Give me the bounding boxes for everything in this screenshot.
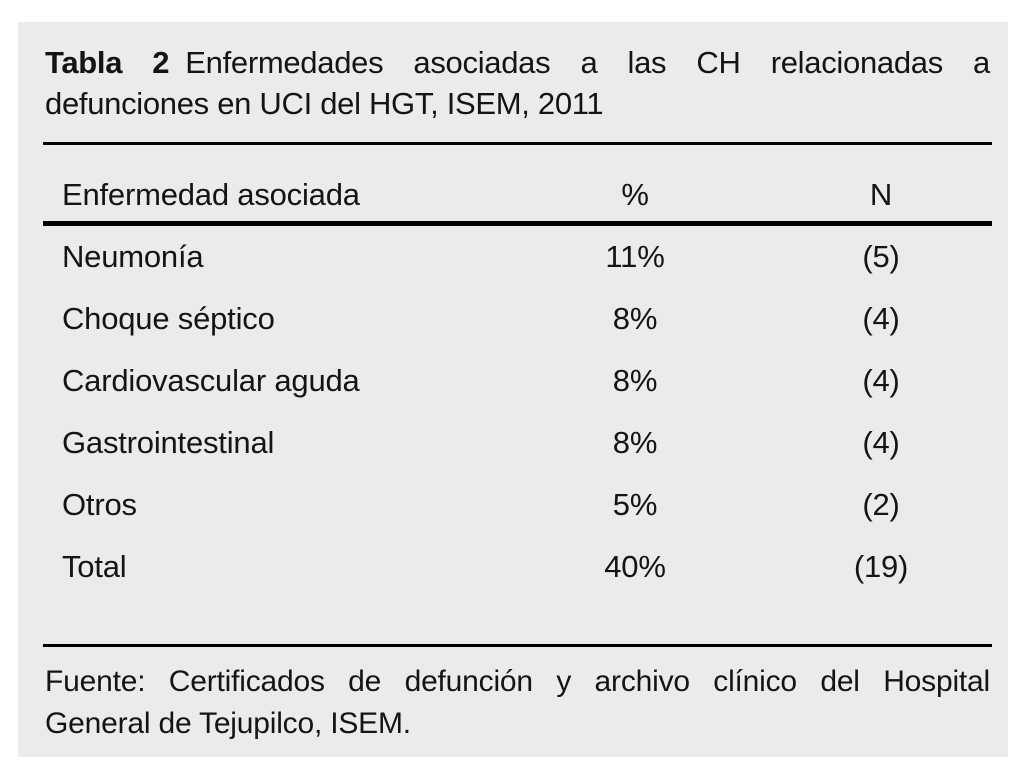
table-body: Neumonía 11% (5) Choque séptico 8% (4) C…	[45, 226, 990, 598]
row-count-value: (19)	[853, 549, 909, 584]
divider-under-caption	[43, 142, 992, 145]
row-percent-value: 8%	[612, 301, 658, 336]
row-disease-name: Gastrointestinal	[62, 425, 275, 460]
source-note-line2: General de Tejupilco, ISEM.	[45, 707, 411, 740]
row-percent-value: 5%	[612, 487, 658, 522]
table-row: Total 40% (19)	[45, 536, 990, 598]
row-disease-name: Neumonía	[62, 239, 204, 274]
row-disease-name: Cardiovascular aguda	[62, 363, 360, 398]
table-row: Gastrointestinal 8% (4)	[45, 412, 990, 474]
column-header-n: N	[869, 177, 893, 212]
table-row: Cardiovascular aguda 8% (4)	[45, 350, 990, 412]
divider-under-header	[43, 221, 992, 226]
row-percent-value: 8%	[612, 363, 658, 398]
row-disease-name: Choque séptico	[62, 301, 275, 336]
table-caption-line1: Tabla 2 Enfermedades asociadas a las CH r…	[45, 42, 990, 83]
row-count-value: (4)	[862, 363, 900, 398]
table-label: Tabla 2	[45, 45, 170, 80]
row-percent-value: 40%	[604, 549, 666, 584]
row-disease-name: Otros	[62, 487, 137, 522]
source-note-line1: Fuente: Certificados de defunción y arch…	[45, 665, 990, 698]
table-caption: Tabla 2 Enfermedades asociadas a las CH r…	[45, 42, 990, 124]
column-header-disease: Enfermedad asociada	[62, 177, 360, 212]
table-caption-text: Enfermedades asociadas a las CH relacion…	[185, 45, 990, 80]
table-row: Otros 5% (2)	[45, 474, 990, 536]
table-header-row: Enfermedad asociada % N	[45, 145, 990, 221]
row-percent-value: 11%	[605, 239, 665, 274]
table-row: Choque séptico 8% (4)	[45, 288, 990, 350]
divider-above-source	[43, 644, 992, 647]
column-header-percent: %	[621, 177, 649, 212]
row-count-value: (4)	[862, 425, 900, 460]
table-panel: Tabla 2 Enfermedades asociadas a las CH r…	[18, 22, 1008, 757]
table-source-note: Fuente: Certificados de defunción y arch…	[45, 661, 990, 745]
row-count-value: (4)	[862, 301, 900, 336]
table-caption-line2: defunciones en UCI del HGT, ISEM, 2011	[45, 86, 604, 121]
table-row: Neumonía 11% (5)	[45, 226, 990, 288]
row-count-value: (2)	[862, 487, 900, 522]
row-disease-name: Total	[62, 549, 127, 584]
row-percent-value: 8%	[612, 425, 658, 460]
row-count-value: (5)	[862, 239, 900, 274]
